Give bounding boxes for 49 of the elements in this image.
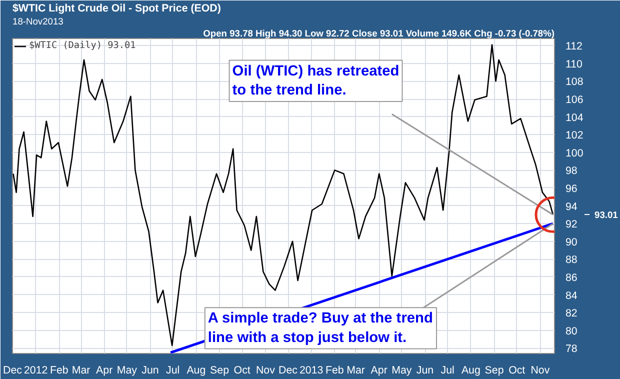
- y-tick-label: 92: [566, 218, 578, 231]
- x-tick-label: Jun: [142, 364, 159, 376]
- text: Open 93.78 High 94.30 Low 92.72 Close 93.01 Volume 149.6K Chg -0.73 (-0.78%): [203, 28, 555, 38]
- x-tick-label: May: [392, 364, 412, 376]
- chart-title: $WTIC Light Crude Oil - Spot Price (EOD): [12, 2, 222, 14]
- x-tick-label: Dec: [3, 364, 23, 376]
- x-tick-label: Jul: [440, 364, 454, 376]
- y-tick-label: 104: [566, 112, 584, 124]
- y-tick-label: 96: [566, 182, 578, 195]
- x-tick-label: Sep: [210, 364, 230, 376]
- y-tick-label: 90: [566, 236, 578, 248]
- y-tick-label: 94: [566, 200, 578, 213]
- chart-subtitle: 18-Nov2013: [12, 16, 64, 26]
- x-tick-label: Sep: [484, 364, 504, 376]
- y-tick-label: 112: [566, 40, 583, 53]
- x-tick-label: Oct: [234, 364, 250, 376]
- x-tick-label: Oct: [508, 364, 526, 376]
- text: 93.01: [594, 210, 618, 220]
- x-tick-label: Aug: [461, 364, 480, 376]
- annotation: Oil (WTIC) has retreated to the trend line.: [232, 63, 400, 98]
- x-tick-label: Feb: [50, 364, 68, 376]
- y-tick-label: 88: [566, 254, 578, 266]
- y-tick-label: 84: [566, 290, 578, 302]
- x-tick-label: Jun: [416, 364, 434, 376]
- y-tick-label: 110: [566, 58, 583, 70]
- y-tick-label: 80: [566, 325, 578, 338]
- annotation: A simple trade? Buy at the trend line with a stop just below it.: [208, 310, 433, 346]
- x-tick-label: Nov: [256, 364, 276, 376]
- x-tick-label: 2012: [24, 364, 48, 376]
- x-tick-label: Apr: [370, 364, 388, 376]
- x-tick-label: Aug: [186, 364, 206, 376]
- x-tick-label: Apr: [96, 364, 114, 376]
- x-tick-label: May: [116, 364, 138, 376]
- y-tick-label: 100: [566, 147, 584, 160]
- y-tick-label: 86: [566, 272, 578, 284]
- y-tick-label: 98: [566, 165, 578, 178]
- x-tick-label: Nov: [530, 364, 550, 376]
- x-tick-label: Mar: [72, 364, 91, 376]
- y-tick-label: 102: [566, 130, 584, 142]
- y-tick-label: 108: [566, 76, 584, 88]
- y-tick-label: 82: [566, 308, 578, 320]
- x-tick-label: Jul: [166, 364, 180, 376]
- y-tick-label: 78: [566, 343, 578, 356]
- legend-label: $WTIC (Daily) 93.01: [29, 40, 136, 51]
- y-tick-label: 106: [566, 94, 584, 106]
- x-tick-label: Feb: [326, 364, 344, 376]
- x-tick-label: Mar: [346, 364, 366, 376]
- x-tick-label: 2013: [300, 364, 324, 376]
- x-tick-label: Dec: [278, 364, 298, 376]
